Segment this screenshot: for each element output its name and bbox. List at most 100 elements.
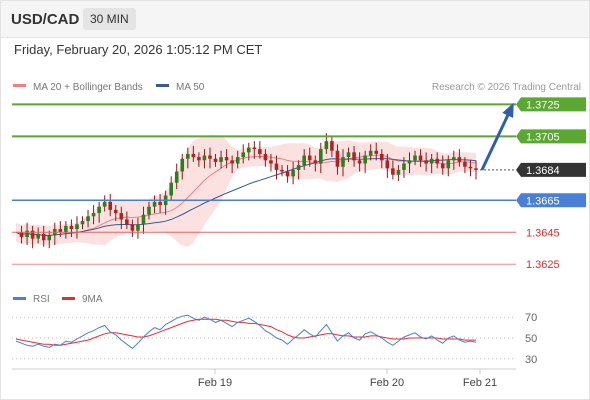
candle-body (213, 158, 218, 162)
candle (36, 227, 40, 244)
candle (341, 149, 345, 177)
candle-body (147, 206, 151, 215)
candle (474, 160, 478, 180)
candle (58, 221, 63, 238)
candle-body (174, 171, 179, 183)
candle-body (296, 165, 301, 170)
price-label-bg (516, 193, 586, 208)
candle-body (379, 153, 384, 161)
candle (80, 216, 85, 230)
candle-body (263, 153, 268, 161)
candle-body (169, 182, 173, 196)
ma50-line (15, 158, 477, 236)
candle (75, 216, 79, 239)
candle-body (424, 160, 428, 164)
candle-body (241, 152, 246, 158)
candle (258, 141, 262, 159)
candle (30, 225, 35, 249)
symbol-title: USD/CAD (11, 11, 80, 28)
candle-body (47, 235, 52, 241)
candle-body (136, 224, 140, 231)
candle-body (391, 168, 395, 175)
candle (197, 152, 201, 167)
candle-body (58, 229, 63, 233)
candle-body (119, 213, 124, 220)
candle-body (291, 169, 295, 177)
candle (186, 147, 190, 169)
candle-body (252, 147, 257, 150)
candle (452, 150, 456, 170)
candle (125, 211, 129, 230)
candle-body (396, 169, 401, 175)
candle-body (36, 233, 40, 239)
candle (191, 145, 196, 162)
candle (396, 165, 401, 182)
candle (152, 195, 157, 214)
bollinger-band (16, 134, 476, 247)
candle-body (191, 153, 196, 158)
candle (368, 144, 373, 161)
candle (274, 155, 279, 180)
legend-swatch-1 (156, 84, 169, 87)
candle (357, 152, 362, 172)
candle (335, 144, 340, 175)
timeframe-badge[interactable]: 30 MIN (83, 8, 136, 30)
candle-body (413, 155, 417, 161)
candle (91, 205, 96, 225)
candle-body (158, 201, 162, 206)
candle-body (235, 157, 240, 164)
candle-body (197, 157, 201, 161)
candle (174, 163, 179, 190)
candle-body (341, 157, 345, 167)
candle-body (25, 230, 29, 238)
candle-body (86, 216, 90, 222)
candle (97, 201, 101, 223)
forecast-arrow-shaft (480, 105, 514, 171)
candle-body (30, 230, 35, 239)
candle-body (474, 168, 478, 170)
osc-tick-50: 50 (525, 333, 537, 345)
candle-body (330, 141, 334, 151)
candle-body (224, 157, 229, 161)
candle (69, 219, 74, 238)
candle-body (346, 152, 351, 158)
osc-legend-label-1: 9MA (82, 294, 103, 305)
candle-body (102, 201, 107, 207)
candle (246, 142, 251, 161)
candle (446, 155, 451, 177)
candle (108, 193, 113, 217)
candle (391, 160, 395, 180)
candle-body (180, 158, 185, 172)
candle (319, 142, 323, 174)
candle (402, 157, 406, 178)
candle-body (468, 166, 473, 169)
candle-body (130, 224, 135, 231)
candle (424, 152, 428, 172)
candle (457, 149, 462, 167)
candle-body (269, 160, 273, 164)
candle (330, 136, 334, 158)
candle (435, 152, 440, 169)
candle (130, 219, 135, 238)
candle (241, 144, 246, 164)
candle (147, 201, 151, 220)
candle-body (41, 233, 46, 241)
candle-body (363, 155, 367, 164)
legend-label-1: MA 50 (176, 82, 205, 93)
candle-body (319, 149, 323, 164)
chart-header: USD/CAD 30 MIN (1, 1, 589, 38)
candle (385, 153, 390, 178)
candle (418, 149, 423, 167)
osc-legend-swatch-0 (13, 297, 26, 300)
candle-body (352, 152, 356, 161)
candle-body (108, 201, 113, 210)
candle (113, 205, 118, 222)
level-label-1.3625: 1.3625 (526, 259, 560, 271)
last-price-label: 1.3684 (526, 165, 560, 177)
candle (19, 225, 24, 244)
candle (208, 147, 212, 169)
candle (468, 160, 473, 177)
candle-body (91, 213, 96, 217)
candle (235, 150, 240, 169)
